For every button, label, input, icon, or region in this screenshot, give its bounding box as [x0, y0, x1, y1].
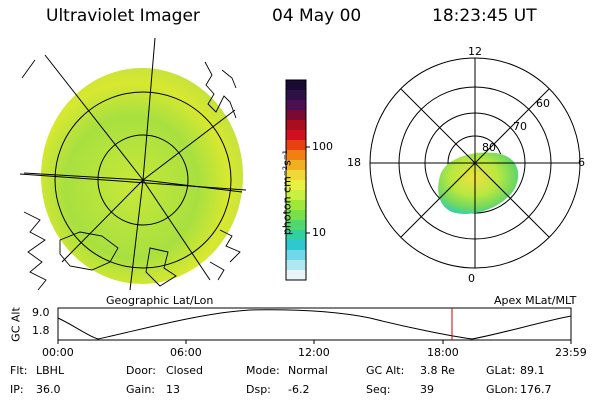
- geographic-caption: Geographic Lat/Lon: [106, 294, 214, 307]
- status-label: Seq:: [366, 383, 391, 396]
- colorbar-segment: [286, 210, 306, 221]
- status-label: Dsp:: [246, 383, 271, 396]
- status-label: Gain:: [126, 383, 155, 396]
- colorbar-segment: [286, 90, 306, 101]
- mlt-label-6: 6: [578, 156, 585, 169]
- colorbar-segment: [286, 190, 306, 201]
- altitude-xtick-0000: 00:00: [42, 346, 74, 359]
- colorbar-frame: [285, 79, 307, 281]
- mlat-label-70: 70: [513, 120, 527, 133]
- status-value: 13: [166, 383, 180, 396]
- colorbar: [285, 79, 307, 281]
- status-label: GLon:: [486, 383, 518, 396]
- altitude-curve: [57, 309, 572, 340]
- status-value: 176.7: [520, 383, 552, 396]
- status-value: 39: [420, 383, 434, 396]
- colorbar-segment: [286, 130, 306, 141]
- colorbar-ticks: [306, 146, 310, 234]
- colorbar-segment: [286, 260, 306, 271]
- altitude-xtick-0600: 06:00: [170, 346, 202, 359]
- status-label: Flt:: [10, 364, 28, 377]
- mlat-label-80: 80: [482, 141, 496, 154]
- colorbar-segment: [286, 120, 306, 131]
- status-value: Closed: [166, 364, 203, 377]
- altitude-xtick-2359: 23:59: [555, 346, 587, 359]
- colorbar-segment: [286, 170, 306, 181]
- colorbar-segment: [286, 240, 306, 251]
- colorbar-segment: [286, 160, 306, 171]
- apex-caption: Apex MLat/MLT: [494, 294, 577, 307]
- colorbar-segment: [286, 200, 306, 211]
- mlt-label-12: 12: [468, 45, 482, 58]
- altitude-ytick-1-8: 1.8: [32, 324, 50, 337]
- altitude-x-ticks: [57, 340, 572, 344]
- colorbar-segment: [286, 80, 306, 91]
- colorbar-segment: [286, 250, 306, 261]
- status-label: Door:: [126, 364, 156, 377]
- status-value: LBHL: [36, 364, 65, 377]
- colorbar-segment: [286, 270, 306, 281]
- colorbar-segment: [286, 100, 306, 111]
- apex-map: [369, 57, 581, 269]
- colorbar-segment: [286, 150, 306, 161]
- status-value: 89.1: [520, 364, 545, 377]
- uv-image-disk: [41, 68, 243, 284]
- mlt-label-0: 0: [468, 272, 475, 285]
- mlt-lines: [370, 58, 580, 268]
- colorbar-tick-10: 10: [312, 226, 326, 239]
- altitude-xtick-1800: 18:00: [427, 346, 459, 359]
- auroral-oval: [438, 152, 519, 214]
- colorbar-segment: [286, 140, 306, 151]
- mlat-label-60: 60: [536, 97, 550, 110]
- colorbar-segment: [286, 180, 306, 191]
- altitude-plot-frame: [57, 307, 572, 341]
- status-label: GC Alt:: [366, 364, 405, 377]
- instrument-title: Ultraviolet Imager: [46, 6, 200, 26]
- status-label: IP:: [10, 383, 24, 396]
- altitude-plot: [57, 307, 572, 344]
- lat-circle-outer: [54, 91, 232, 269]
- status-value: Normal: [288, 364, 328, 377]
- altitude-xtick-1200: 12:00: [298, 346, 330, 359]
- status-value: 36.0: [36, 383, 61, 396]
- colorbar-tick-100: 100: [312, 140, 333, 153]
- geographic-map: [19, 37, 247, 291]
- altitude-ytick-9: 9.0: [32, 306, 50, 319]
- status-label: GLat:: [486, 364, 516, 377]
- mlt-label-18: 18: [347, 156, 361, 169]
- status-value: 3.8 Re: [420, 364, 455, 377]
- status-label: Mode:: [246, 364, 280, 377]
- longitude-lines: [19, 37, 247, 291]
- colorbar-unit-label: photon cm⁻²s⁻¹: [280, 149, 294, 236]
- coastlines: [21, 59, 241, 291]
- date-label: 04 May 00: [272, 6, 362, 26]
- time-label: 18:23:45 UT: [432, 6, 537, 26]
- colorbar-segment: [286, 220, 306, 231]
- status-value: -6.2: [288, 383, 310, 396]
- colorbar-segment: [286, 110, 306, 121]
- colorbar-segment: [286, 230, 306, 241]
- altitude-ylabel: GC Alt: [9, 307, 23, 342]
